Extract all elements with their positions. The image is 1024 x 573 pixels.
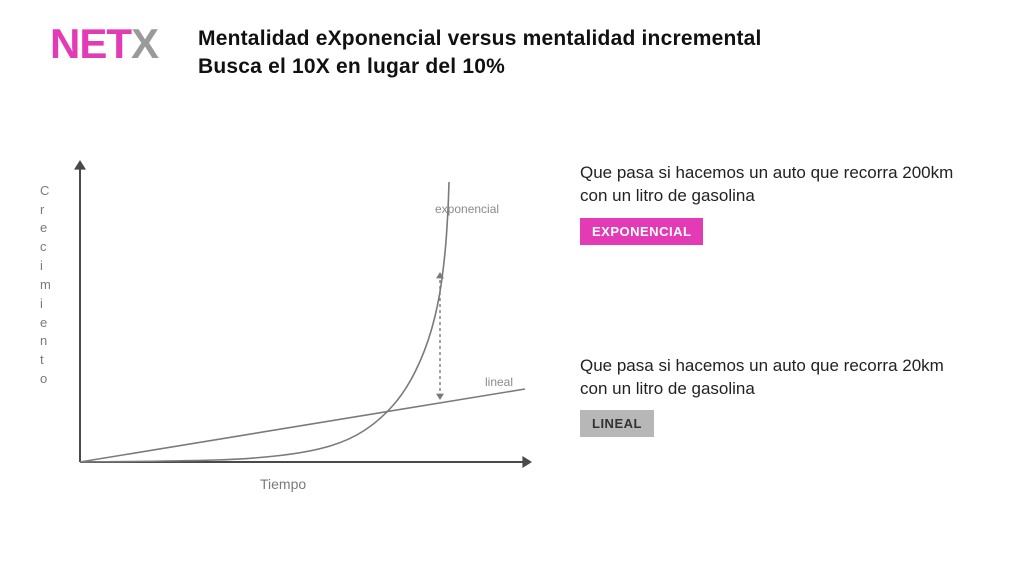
title-block: Mentalidad eXponencial versus mentalidad… xyxy=(198,20,762,82)
slide-root: NETX Mentalidad eXponencial versus menta… xyxy=(0,0,1024,573)
linear-curve-label: lineal xyxy=(485,375,513,389)
logo-x-text: X xyxy=(131,20,158,68)
chart-svg xyxy=(30,142,550,502)
exponential-callout: Que pasa si hacemos un auto que recorra … xyxy=(580,162,960,245)
logo-net-text: NET xyxy=(50,20,131,68)
linear-callout-text: Que pasa si hacemos un auto que recorra … xyxy=(580,355,960,401)
exponential-badge: EXPONENCIAL xyxy=(580,218,703,245)
title-line-1: Mentalidad eXponencial versus mentalidad… xyxy=(198,25,762,53)
callouts-column: Que pasa si hacemos un auto que recorra … xyxy=(580,142,994,548)
logo: NETX xyxy=(30,20,158,68)
growth-chart: Crecimiento Tiempo exponencial lineal xyxy=(30,142,550,502)
content-row: Crecimiento Tiempo exponencial lineal Qu… xyxy=(30,142,994,548)
header: NETX Mentalidad eXponencial versus menta… xyxy=(30,20,994,82)
linear-callout: Que pasa si hacemos un auto que recorra … xyxy=(580,355,960,438)
y-axis-label: Crecimiento xyxy=(40,182,53,389)
exponential-callout-text: Que pasa si hacemos un auto que recorra … xyxy=(580,162,960,208)
linear-badge: LINEAL xyxy=(580,410,654,437)
exponential-curve-label: exponencial xyxy=(435,202,499,216)
title-line-2: Busca el 10X en lugar del 10% xyxy=(198,53,762,81)
x-axis-label: Tiempo xyxy=(260,476,306,492)
